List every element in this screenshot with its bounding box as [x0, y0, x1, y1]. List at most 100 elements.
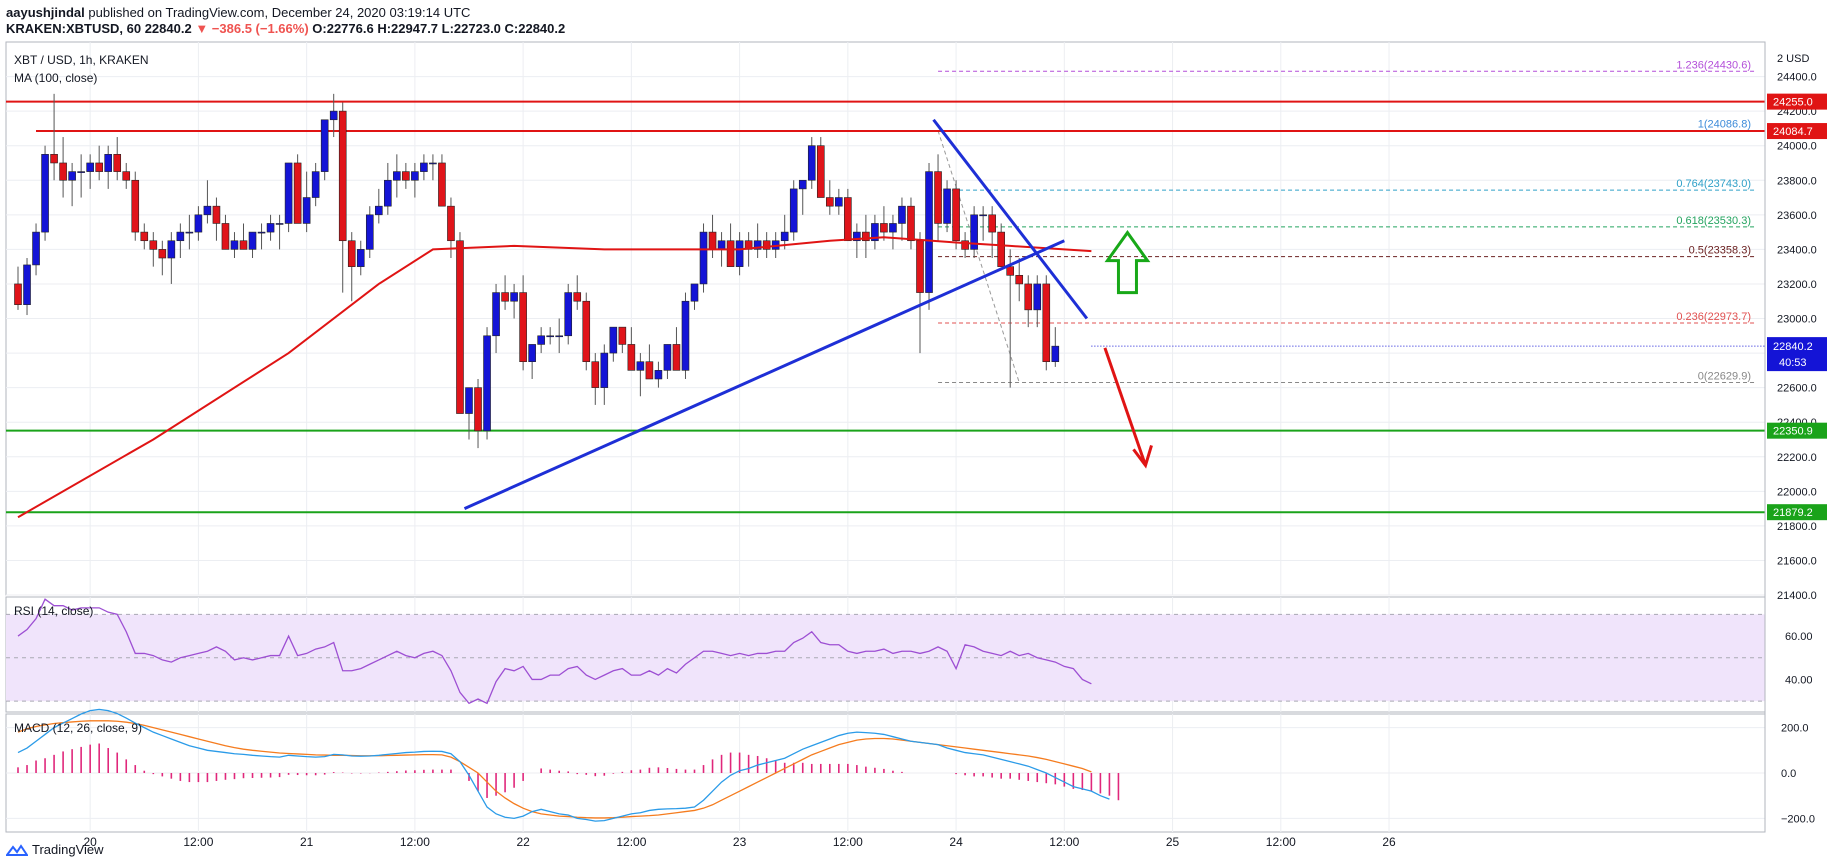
candle-body [429, 162, 437, 165]
candle-body [564, 292, 573, 337]
candle-body [230, 240, 239, 250]
candle-body [275, 223, 284, 225]
candle-body [546, 335, 554, 338]
ma-legend: MA (100, close) [14, 71, 97, 85]
rsi-tick-label: 60.00 [1785, 631, 1813, 643]
candle-body [1006, 266, 1015, 276]
candle-body [41, 154, 49, 233]
resistance-price-label: 24255.0 [1773, 97, 1813, 109]
fibonacci-label: 1(24086.8) [1698, 119, 1751, 131]
macd-legend: MACD (12, 26, close, 9) [14, 721, 142, 735]
candle-body [1024, 283, 1033, 311]
candle-body [835, 197, 843, 207]
candle-body [149, 240, 158, 250]
candle-body [735, 240, 744, 267]
candle-body [988, 214, 996, 233]
rsi-tick-label: 40.00 [1785, 674, 1813, 686]
candle-body [158, 249, 167, 259]
candle-body [537, 335, 545, 345]
candle-body [636, 361, 645, 371]
candle-body [582, 300, 591, 363]
y-tick-label: 21600.0 [1777, 555, 1817, 567]
fibonacci-label: 1.236(24430.6) [1676, 59, 1751, 71]
moving-average-line [17, 236, 1092, 519]
symbol-line: KRAKEN:XBTUSD, 60 [6, 21, 142, 36]
resistance-price-tag [1767, 123, 1827, 140]
candle-body [221, 223, 230, 250]
candle-body [672, 344, 681, 371]
candle-body [311, 171, 320, 198]
candle-body [1051, 345, 1060, 363]
y-tick-label: 22600.0 [1777, 383, 1817, 395]
candle-body [293, 162, 302, 224]
macd-tick-label: 0.0 [1781, 768, 1796, 780]
candle-body [338, 110, 347, 242]
x-tick-label: 12:00 [183, 835, 213, 849]
candle-body [934, 171, 942, 224]
bearish-arrow-icon [1132, 444, 1153, 469]
candle-body [203, 205, 212, 216]
support-price-label: 21879.2 [1773, 507, 1813, 519]
candle-body [284, 162, 293, 224]
candle-body [573, 292, 582, 302]
candle-body [907, 205, 915, 242]
candle-body [447, 205, 455, 242]
bearish-arrow-shaft [1103, 347, 1147, 466]
footer-brand: TradingView [32, 842, 104, 857]
candle-body [618, 326, 627, 345]
candle-body [248, 231, 257, 250]
y-tick-label: 23600.0 [1777, 210, 1817, 222]
last-price-label: 22840.2 [1773, 341, 1813, 353]
candle-body [699, 231, 708, 285]
rsi-legend: RSI (14, close) [14, 604, 93, 618]
candle-body [77, 171, 85, 173]
candle-body [853, 231, 861, 242]
candle-body [591, 361, 600, 388]
x-tick-label: 12:00 [616, 835, 646, 849]
candle-body [844, 197, 852, 242]
candle-body [510, 292, 518, 302]
candle-body [645, 361, 654, 380]
candle-body [420, 162, 428, 172]
candle-body [880, 223, 888, 233]
x-tick-label: 26 [1382, 835, 1396, 849]
candle-body [465, 387, 473, 414]
x-tick-label: 12:00 [1266, 835, 1296, 849]
candle-body [329, 110, 338, 121]
candle-body [952, 188, 960, 242]
candle-body [23, 264, 31, 305]
price-change: ▼ −386.5 (−1.66%) [195, 21, 309, 36]
publisher-name[interactable]: aayushjindal [6, 5, 85, 20]
candle-body [140, 231, 149, 242]
ohlc-values: O:22776.6 H:22947.7 L:22723.0 C:22840.2 [312, 21, 566, 36]
candle-body [997, 231, 1005, 267]
candle-body [961, 240, 969, 250]
candle-body [780, 231, 789, 242]
candle-body [266, 223, 275, 233]
candle-body [122, 171, 131, 181]
candle-body [492, 292, 500, 337]
candle-body [762, 240, 771, 250]
candle-body [185, 231, 194, 234]
publish-info: aayushjindal published on TradingView.co… [6, 5, 470, 20]
candle-body [14, 283, 22, 305]
x-tick-label: 12:00 [400, 835, 430, 849]
candle-body [95, 162, 103, 172]
candle-body [402, 171, 410, 181]
candle-body [131, 179, 140, 233]
fibonacci-label: 0.236(22973.7) [1676, 311, 1751, 323]
candle-body [600, 352, 609, 388]
x-tick-label: 25 [1166, 835, 1180, 849]
chart-title: XBT / USD, 1h, KRAKEN [14, 53, 149, 67]
candle-body [347, 240, 356, 267]
candle-body [555, 335, 564, 338]
symbol-info: KRAKEN:XBTUSD, 60 22840.2 ▼ −386.5 (−1.6… [6, 21, 565, 36]
candle-body [690, 283, 699, 302]
candle-body [898, 205, 906, 224]
y-tick-label: 21800.0 [1777, 521, 1817, 533]
candle-body [456, 240, 464, 414]
tradingview-logo-icon [6, 843, 28, 856]
candle-body [925, 171, 933, 293]
candle-body [943, 188, 951, 224]
